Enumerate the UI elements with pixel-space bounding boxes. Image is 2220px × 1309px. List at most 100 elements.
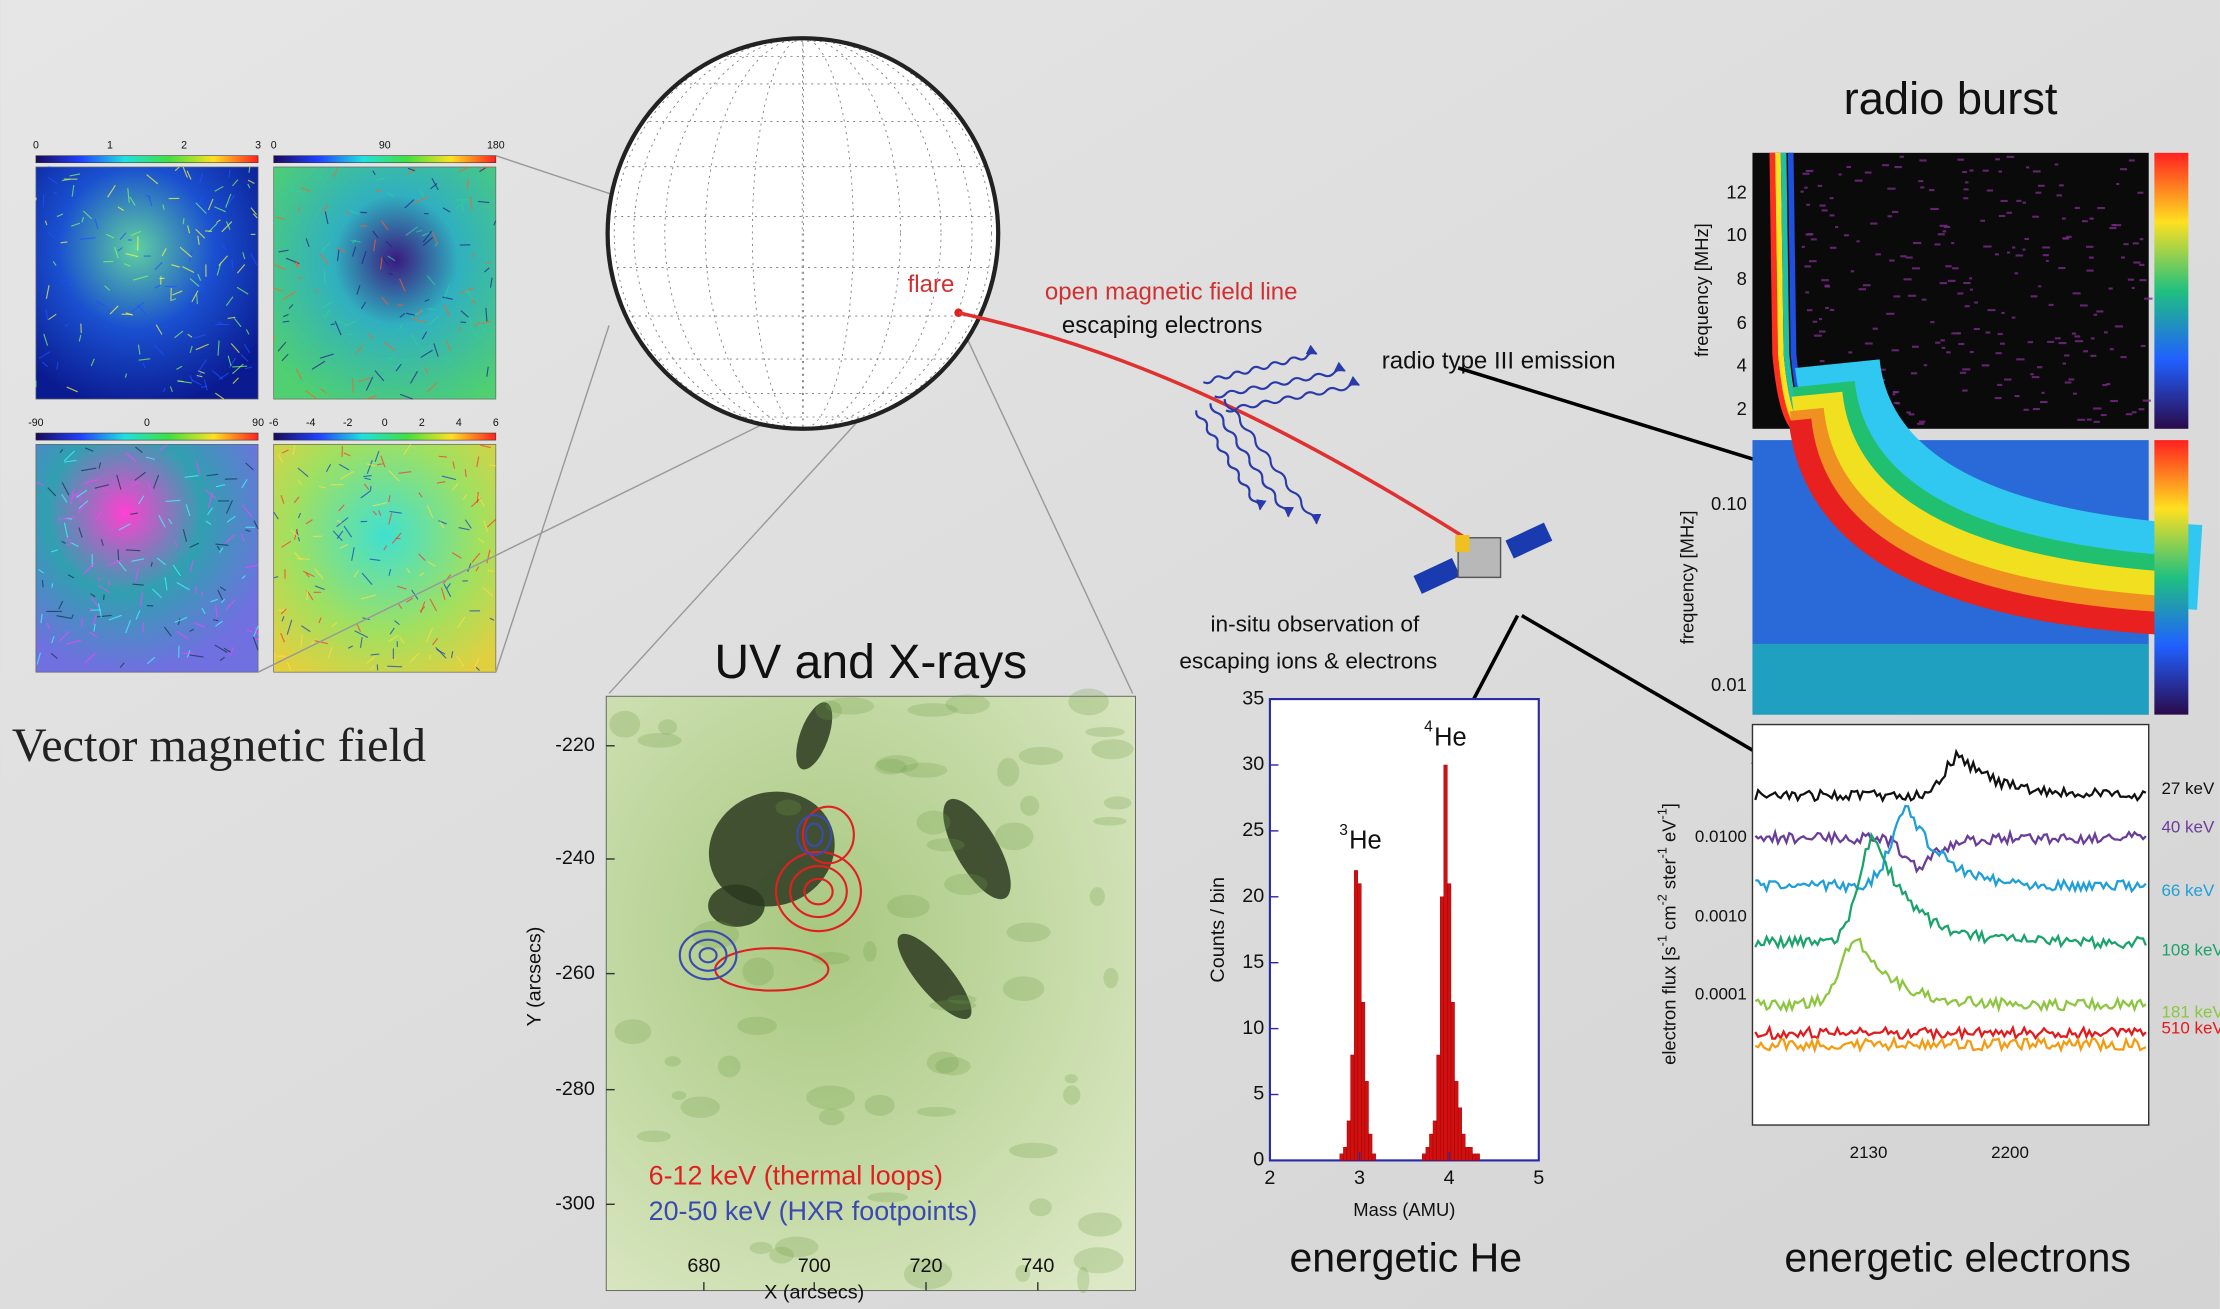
plot-frame bbox=[1270, 699, 1539, 1160]
spectrogram-noise bbox=[2075, 207, 2080, 209]
y-axis-label-part: -1 bbox=[1655, 935, 1670, 946]
bar bbox=[1365, 1081, 1369, 1160]
x-axis-label: X (arcsecs) bbox=[764, 1282, 864, 1304]
map-image bbox=[274, 444, 496, 672]
y-tick-label: 8 bbox=[1737, 268, 1747, 289]
y-axis-label-part: -1 bbox=[1655, 847, 1670, 858]
spectrogram-noise bbox=[1919, 421, 1925, 423]
y-tick-label: 20 bbox=[1242, 885, 1264, 907]
spectrogram-noise bbox=[2055, 337, 2061, 339]
spectrogram-noise bbox=[1958, 343, 1964, 345]
spectrogram-noise bbox=[1911, 372, 1917, 374]
spectrogram-noise bbox=[2143, 400, 2151, 402]
spectrogram-noise bbox=[1940, 282, 1947, 284]
spectrogram-noise bbox=[2140, 238, 2144, 240]
spectrogram-noise bbox=[1952, 267, 1959, 269]
spectrogram-noise bbox=[2090, 355, 2096, 357]
bar bbox=[1372, 1154, 1376, 1161]
spectrogram-noise bbox=[2031, 295, 2038, 297]
spectrogram-noise bbox=[1998, 333, 2003, 335]
bar bbox=[1429, 1134, 1433, 1160]
x-tick-label: 4 bbox=[1444, 1167, 1455, 1189]
y-axis-label: frequency [MHz] bbox=[1677, 510, 1698, 644]
x-tick-label: 2 bbox=[1264, 1167, 1275, 1189]
spectrogram-noise bbox=[1919, 159, 1926, 161]
annotation: escaping electrons bbox=[1062, 312, 1263, 339]
spectrogram-noise bbox=[1935, 342, 1940, 344]
spectrogram-noise bbox=[1995, 158, 2000, 160]
uv-texture bbox=[947, 995, 976, 1004]
y-axis-label: frequency [MHz] bbox=[1691, 223, 1712, 357]
energy-label: 108 keV bbox=[2161, 940, 2220, 959]
spectrogram-noise bbox=[2007, 156, 2015, 158]
spectrogram-noise bbox=[1960, 372, 1966, 374]
spectrogram-noise bbox=[1970, 351, 1974, 353]
spectrogram-noise bbox=[1988, 309, 1996, 311]
spectrogram-noise bbox=[2062, 218, 2066, 220]
spectrogram-noise bbox=[2094, 314, 2098, 316]
spectrogram-noise bbox=[2023, 249, 2026, 251]
colorbar-tick-label: 3 bbox=[255, 140, 261, 152]
spectrogram-noise bbox=[2046, 260, 2049, 262]
y-tick-label: 5 bbox=[1253, 1083, 1264, 1105]
spectrogram-noise bbox=[2049, 304, 2054, 306]
spectrogram-noise bbox=[1941, 339, 1945, 341]
y-axis-label-part: -2 bbox=[1655, 894, 1670, 905]
spectrogram-noise bbox=[2094, 421, 2100, 423]
spectrogram-noise bbox=[2082, 220, 2088, 222]
spectrogram-noise bbox=[1957, 159, 1964, 161]
spectrogram-noise bbox=[2047, 341, 2054, 343]
spectrogram-noise bbox=[1935, 243, 1941, 245]
map-texture bbox=[143, 622, 144, 632]
spectrogram-noise bbox=[2096, 310, 2103, 312]
spectrogram-noise bbox=[2033, 170, 2041, 172]
x-tick-label: 720 bbox=[910, 1255, 943, 1277]
bar bbox=[1444, 765, 1448, 1160]
spectrogram-noise bbox=[1820, 205, 1826, 207]
colorbar-tick-label: 90 bbox=[379, 140, 391, 152]
panel-title: radio burst bbox=[1844, 73, 2058, 124]
uv-texture bbox=[737, 1017, 777, 1035]
spectrogram-noise bbox=[1913, 242, 1921, 244]
y-tick-label: 4 bbox=[1737, 354, 1747, 375]
spectrogram-noise bbox=[1906, 256, 1913, 258]
spectrogram-noise bbox=[2139, 279, 2146, 281]
spectrogram-noise bbox=[2121, 256, 2125, 258]
map-texture bbox=[249, 167, 250, 173]
uv-texture bbox=[1029, 1198, 1052, 1216]
bar bbox=[1440, 897, 1444, 1161]
spectrogram-noise bbox=[2120, 168, 2127, 170]
spectrogram-noise bbox=[1863, 284, 1871, 286]
spectrogram-noise bbox=[2066, 236, 2071, 238]
plot-frame bbox=[1752, 725, 2148, 1125]
bar bbox=[1437, 1055, 1441, 1160]
energy-label: 40 keV bbox=[2161, 817, 2215, 836]
uv-texture bbox=[865, 1095, 895, 1116]
bar bbox=[1433, 1121, 1437, 1161]
spectrogram-noise bbox=[2093, 407, 2101, 409]
spectrogram-noise bbox=[1922, 299, 1927, 301]
spectrogram-noise bbox=[1801, 191, 1804, 193]
spectrogram-noise bbox=[2035, 192, 2041, 194]
spectrogram-noise bbox=[2080, 304, 2088, 306]
spectrogram-noise bbox=[2072, 333, 2076, 335]
spectrogram-noise bbox=[2007, 251, 2010, 253]
spectrogram-noise bbox=[1805, 291, 1809, 293]
x-tick-label: 680 bbox=[687, 1255, 720, 1277]
y-tick-label: 6 bbox=[1737, 312, 1747, 333]
spectrogram-noise bbox=[1820, 360, 1825, 362]
panel-title: energetic electrons bbox=[1784, 1235, 2131, 1281]
isotope-label: He bbox=[1434, 723, 1467, 751]
spectrogram-noise bbox=[2023, 409, 2028, 411]
spectrogram-noise bbox=[1957, 292, 1963, 294]
uv-texture bbox=[927, 838, 965, 851]
uv-texture bbox=[1065, 1074, 1078, 1083]
bar bbox=[1465, 1147, 1469, 1160]
spectrogram-noise bbox=[1875, 253, 1880, 255]
spectrogram-noise bbox=[1830, 309, 1834, 311]
spectrogram-noise bbox=[1847, 166, 1851, 168]
y-axis-label-part: electron flux [s bbox=[1658, 946, 1679, 1064]
spectrogram-noise bbox=[1870, 222, 1877, 224]
spectrogram-noise bbox=[1804, 187, 1807, 189]
uv-texture bbox=[1063, 1085, 1080, 1104]
